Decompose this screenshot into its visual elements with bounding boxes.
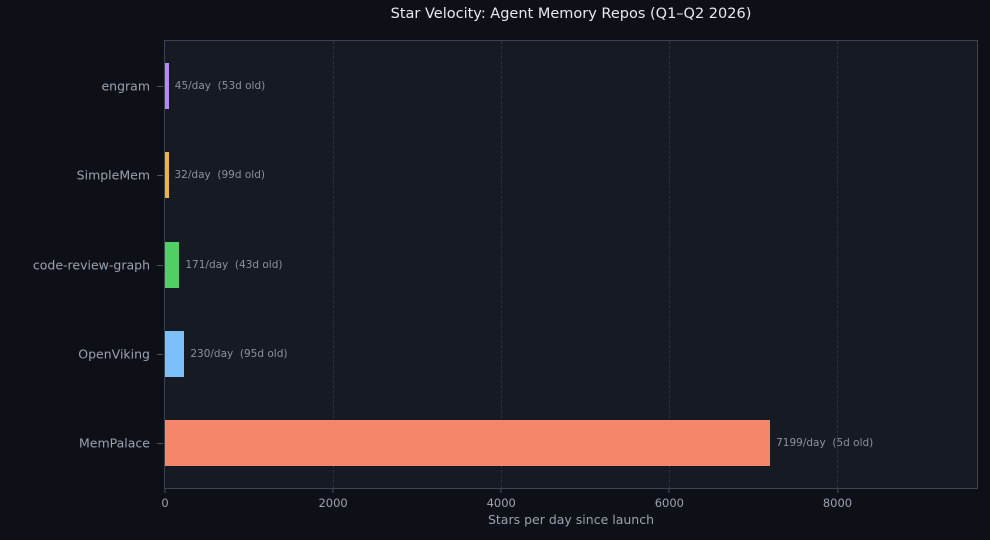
gridline xyxy=(333,41,335,488)
gridline xyxy=(669,41,671,488)
gridline xyxy=(501,41,503,488)
x-tick: 6000 xyxy=(655,489,684,510)
x-axis: 0 2000 4000 6000 8000 xyxy=(161,489,978,529)
y-tick-mark xyxy=(157,175,163,177)
y-tick-label: engram xyxy=(101,78,150,94)
x-tick: 4000 xyxy=(487,489,516,510)
x-tick-label: 8000 xyxy=(822,496,853,510)
x-tick-mark xyxy=(668,489,670,493)
x-axis-label: Stars per day since launch xyxy=(487,512,655,527)
x-tick-label: 4000 xyxy=(486,496,516,510)
bar-annotation: 45/day (53d old) xyxy=(174,79,266,92)
x-tick-mark xyxy=(836,489,838,493)
bar-annotation: 171/day (43d old) xyxy=(185,258,283,271)
x-tick-mark xyxy=(164,489,166,493)
bar-engram xyxy=(165,62,169,109)
bar-code-review-graph xyxy=(165,241,180,288)
bar-annotation: 32/day (99d old) xyxy=(174,169,265,182)
x-tick-label: 0 xyxy=(161,496,169,510)
x-tick-mark xyxy=(500,489,502,493)
y-tick-label: OpenViking xyxy=(78,346,150,362)
y-tick-mark xyxy=(157,85,163,87)
bar-SimpleMem xyxy=(165,152,169,199)
bar-MemPalace xyxy=(165,420,771,467)
y-tick-mark xyxy=(157,264,163,266)
x-tick-mark xyxy=(332,489,334,493)
x-tick-label: 6000 xyxy=(654,496,684,510)
y-tick-label: SimpleMem xyxy=(76,167,150,183)
bar-OpenViking xyxy=(165,330,185,377)
x-tick: 8000 xyxy=(823,489,852,510)
y-tick-label: MemPalace xyxy=(79,435,150,451)
chart-title: Star Velocity: Agent Memory Repos (Q1–Q2… xyxy=(390,6,752,22)
gridline xyxy=(837,41,839,488)
bar-annotation: 230/day (95d old) xyxy=(190,347,288,360)
y-tick-mark xyxy=(157,443,163,445)
y-tick-mark xyxy=(157,353,163,355)
plot-area: 45/day (53d old) 32/day (99d old) 171/day … xyxy=(164,40,978,489)
bar-annotation: 7199/day (5d old) xyxy=(776,437,874,450)
x-tick-label: 2000 xyxy=(318,496,348,510)
y-tick-label: code-review-graph xyxy=(32,257,150,272)
x-tick: 2000 xyxy=(318,489,348,510)
x-tick: 0 xyxy=(161,489,169,510)
y-axis: engram SimpleMem code-review-graph OpenViki… xyxy=(0,40,164,489)
